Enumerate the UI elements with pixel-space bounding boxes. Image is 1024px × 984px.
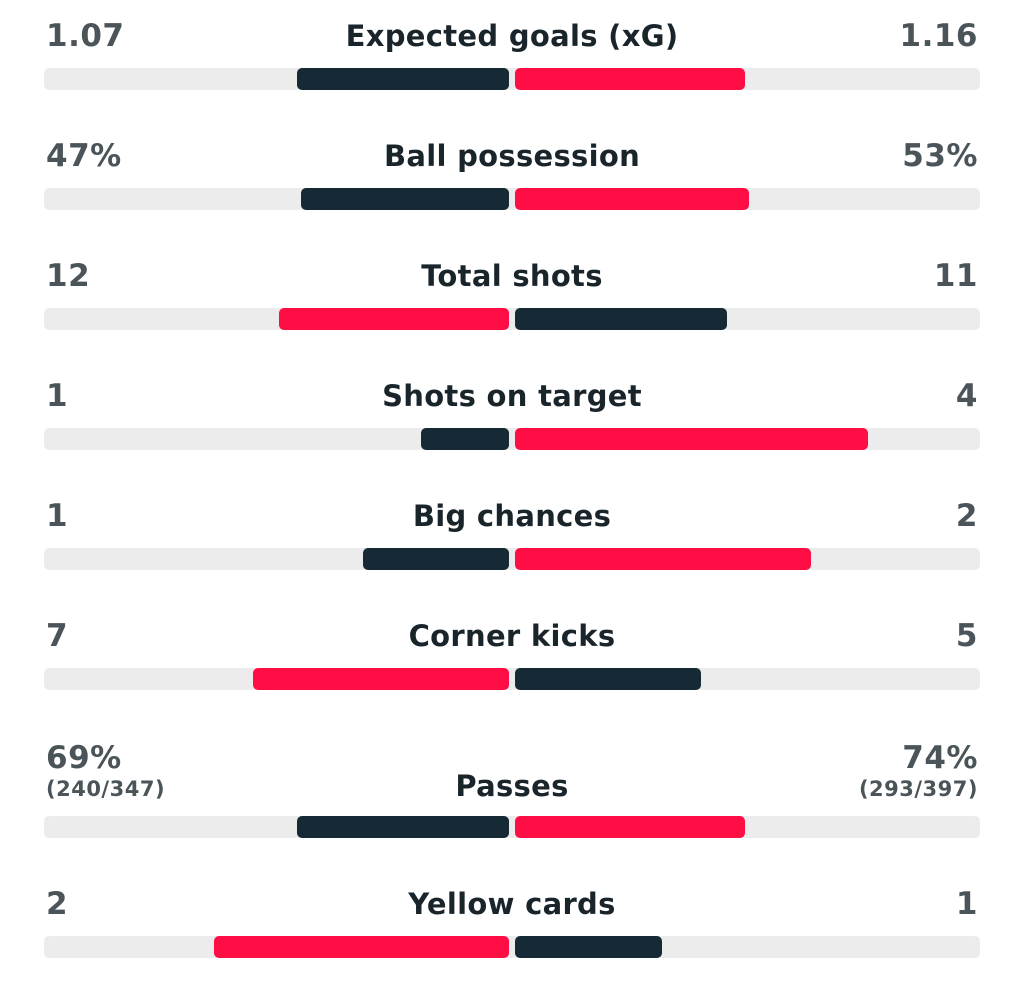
home-value: 7 <box>46 618 69 654</box>
stat-title: Total shots <box>421 259 603 293</box>
away-value: 1 <box>955 886 978 922</box>
stat-label-line: 47% Ball possession 53% <box>44 138 980 198</box>
home-value: 47% <box>46 138 122 174</box>
stat-bar-track <box>44 308 980 330</box>
home-value: 2 <box>46 886 69 922</box>
stat-title: Shots on target <box>382 379 642 413</box>
stat-bar-track <box>44 68 980 90</box>
away-value: 5 <box>955 618 978 654</box>
home-pass-count: (240/347) <box>46 777 166 801</box>
away-value: 74% (293/397) <box>859 740 978 802</box>
away-value: 4 <box>955 378 978 414</box>
home-bar <box>279 308 509 330</box>
home-value: 1.07 <box>46 18 125 54</box>
stat-label-line: 1 Shots on target 4 <box>44 378 980 438</box>
home-bar <box>363 548 509 570</box>
home-bar <box>253 668 509 690</box>
home-bar <box>297 816 509 838</box>
stat-bar-track <box>44 548 980 570</box>
away-pass-count: (293/397) <box>858 777 978 801</box>
stat-title: Corner kicks <box>408 619 616 653</box>
home-bar <box>297 68 509 90</box>
away-bar <box>515 68 745 90</box>
away-bar <box>515 816 745 838</box>
stat-bar-track <box>44 936 980 958</box>
away-bar <box>515 668 701 690</box>
stat-bar-track <box>44 428 980 450</box>
away-value: 2 <box>955 498 978 534</box>
away-bar <box>515 308 727 330</box>
away-bar <box>515 428 868 450</box>
stat-bar-track <box>44 668 980 690</box>
away-bar <box>515 936 662 958</box>
away-pass-percent: 74% <box>902 740 978 776</box>
away-value: 53% <box>902 138 978 174</box>
home-value: 1 <box>46 498 69 534</box>
home-bar <box>301 188 509 210</box>
home-value: 12 <box>46 258 91 294</box>
stat-label-line: 7 Corner kicks 5 <box>44 618 980 678</box>
stat-title: Passes <box>455 769 569 803</box>
stat-title: Yellow cards <box>408 887 616 921</box>
away-bar <box>515 188 749 210</box>
away-value: 11 <box>933 258 978 294</box>
home-value: 69% (240/347) <box>46 740 165 802</box>
away-value: 1.16 <box>899 18 978 54</box>
stat-bar-track <box>44 188 980 210</box>
stat-label-line: 12 Total shots 11 <box>44 258 980 318</box>
stat-title: Ball possession <box>383 139 641 173</box>
stat-bar-track <box>44 816 980 838</box>
stat-label-line: 1.07 Expected goals (xG) 1.16 <box>44 18 980 78</box>
stat-label-line: 2 Yellow cards 1 <box>44 886 980 946</box>
home-pass-percent: 69% <box>46 740 122 776</box>
home-bar <box>421 428 509 450</box>
home-bar <box>214 936 509 958</box>
stat-label-line: 1 Big chances 2 <box>44 498 980 558</box>
stat-title: Expected goals (xG) <box>345 19 679 53</box>
stat-title: Big chances <box>412 499 612 533</box>
home-value: 1 <box>46 378 69 414</box>
away-bar <box>515 548 811 570</box>
stat-label-line: 69% (240/347) Passes 74% (293/397) <box>44 740 980 810</box>
